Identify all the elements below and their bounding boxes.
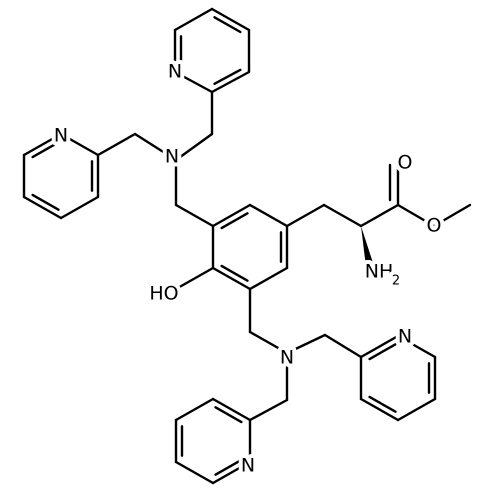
bond	[96, 132, 137, 157]
bond	[210, 70, 251, 94]
bond	[22, 132, 63, 157]
bond	[322, 203, 363, 228]
atom-label: O	[427, 215, 442, 237]
bond	[248, 330, 289, 355]
atom-label: N	[398, 326, 412, 348]
bond	[213, 68, 242, 86]
bond	[174, 132, 214, 162]
bond	[133, 132, 178, 162]
bond	[211, 266, 252, 291]
bond	[220, 212, 249, 230]
bond	[248, 203, 289, 228]
atom-label: N	[241, 455, 255, 477]
bond	[368, 395, 397, 413]
bond	[368, 343, 397, 361]
atom-label: HO	[149, 283, 178, 305]
bond	[214, 406, 243, 424]
bond	[31, 193, 60, 211]
bond	[210, 7, 251, 32]
atom-label: N	[54, 125, 68, 147]
bond	[285, 203, 326, 228]
bond	[211, 203, 252, 228]
bond	[174, 460, 215, 485]
bond	[359, 203, 400, 228]
wedge-bond	[361, 226, 374, 267]
atom-label: O	[398, 152, 413, 174]
bond	[211, 460, 252, 485]
bond	[213, 16, 242, 34]
bond	[214, 458, 243, 476]
bond	[59, 132, 100, 157]
bond	[396, 397, 437, 422]
bond	[174, 266, 215, 291]
bond	[22, 195, 63, 220]
atom-labels: N N N N N N HO O O NH 2	[50, 57, 446, 481]
bond	[174, 397, 215, 422]
atom-label: N	[165, 146, 179, 168]
bond	[359, 334, 400, 359]
bond	[211, 397, 252, 422]
bond	[59, 195, 100, 220]
bond	[174, 203, 215, 228]
bond	[285, 333, 327, 355]
atom-label: N	[168, 61, 182, 83]
bond	[31, 141, 60, 159]
bond	[396, 334, 437, 359]
bond	[432, 203, 472, 228]
bond	[220, 264, 249, 282]
bond	[396, 203, 436, 228]
bond	[173, 70, 214, 94]
bond	[173, 7, 214, 32]
bond	[323, 333, 363, 359]
atom-label: NH	[365, 261, 394, 283]
atom-subscript: 2	[392, 274, 400, 289]
atom-label: N	[280, 347, 294, 369]
bond	[248, 266, 289, 291]
bond	[359, 397, 400, 422]
bond	[248, 398, 289, 422]
bonds	[22, 7, 472, 485]
